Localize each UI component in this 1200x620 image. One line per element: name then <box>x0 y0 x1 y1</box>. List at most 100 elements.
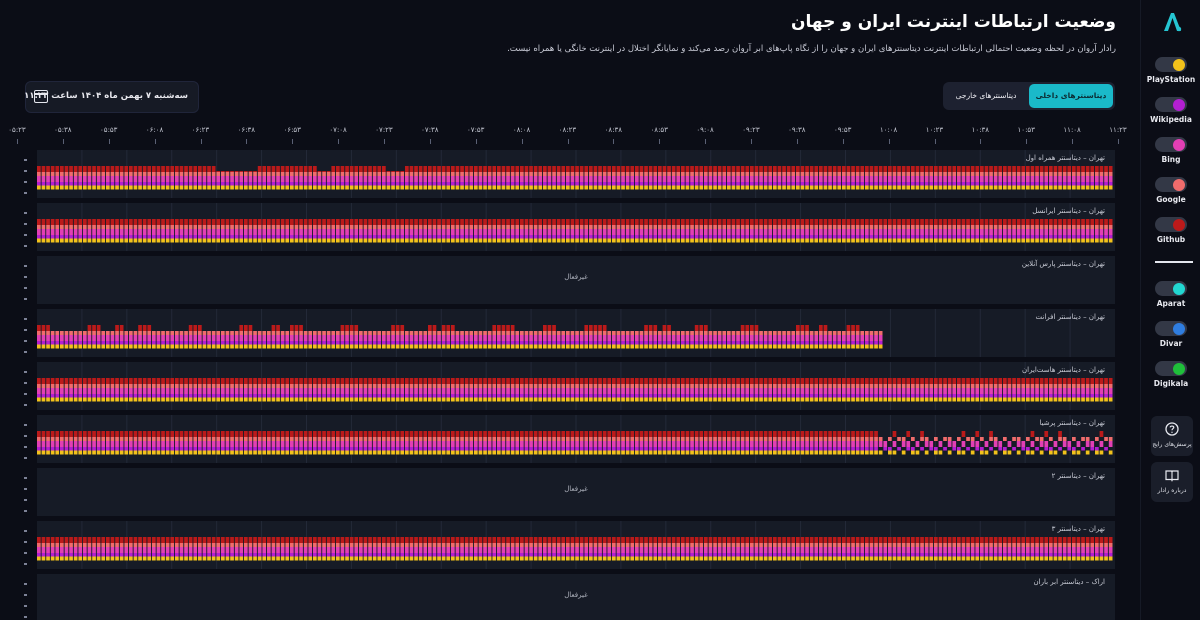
availability-bar <box>846 537 851 561</box>
datacenter-label: تهران – دیتاسنتر ایرانسل <box>1032 207 1105 215</box>
availability-bar <box>648 431 653 455</box>
availability-bar <box>662 378 667 402</box>
availability-bar <box>736 537 740 561</box>
availability-bar <box>313 331 317 349</box>
availability-bar <box>377 431 382 455</box>
availability-bar <box>878 537 883 561</box>
availability-bar <box>1021 378 1026 402</box>
availability-bar <box>184 331 188 349</box>
availability-bar <box>400 431 405 455</box>
service-label: Github <box>1156 235 1186 244</box>
availability-bar <box>152 166 156 190</box>
availability-bar <box>322 431 326 455</box>
availability-bar <box>773 378 777 402</box>
availability-bar <box>1085 537 1090 561</box>
availability-bar <box>993 537 998 561</box>
availability-bar <box>326 378 331 402</box>
availability-bar <box>50 378 55 402</box>
availability-bar <box>860 431 865 455</box>
availability-bar <box>602 431 607 455</box>
availability-bar <box>529 378 533 402</box>
availability-bar <box>115 219 119 243</box>
availability-bar <box>391 171 395 190</box>
toggle-switch[interactable] <box>1155 217 1187 232</box>
availability-bar <box>538 431 543 455</box>
availability-bar <box>957 219 961 243</box>
availability-bar <box>791 537 796 561</box>
availability-bar <box>1081 219 1085 243</box>
availability-bar <box>552 325 556 349</box>
availability-bar <box>165 166 170 190</box>
availability-bar <box>543 219 547 243</box>
availability-bar <box>170 431 175 455</box>
availability-bar <box>441 219 446 243</box>
availability-bar <box>515 166 520 190</box>
availability-bar <box>216 378 221 402</box>
availability-bar <box>1090 166 1095 190</box>
availability-bar <box>713 219 717 243</box>
availability-bar <box>883 441 888 451</box>
availability-bar <box>1104 437 1108 451</box>
availability-bar <box>796 537 800 561</box>
availability-bar <box>556 219 561 243</box>
availability-bar <box>938 537 943 561</box>
availability-bar <box>966 166 970 190</box>
availability-bar <box>524 378 529 402</box>
availability-bar <box>322 171 326 190</box>
availability-bar <box>883 166 888 190</box>
availability-bar <box>1049 378 1053 402</box>
availability-bar <box>648 378 653 402</box>
availability-bar <box>299 378 303 402</box>
time-tick-label: ۰۸:۳۸ <box>604 126 623 134</box>
availability-bar <box>717 537 722 561</box>
availability-bar <box>478 431 483 455</box>
availability-bar <box>253 537 257 561</box>
availability-bar <box>842 378 846 402</box>
availability-bar <box>147 325 152 349</box>
availability-bar <box>635 166 639 190</box>
toggle-switch[interactable] <box>1155 361 1187 376</box>
toggle-switch[interactable] <box>1155 281 1187 296</box>
date-picker[interactable]: سه‌شنبه ۷ بهمن ماه ۱۴۰۴ ساعت ۱۱:۲۳ <box>24 81 199 113</box>
toggle-switch[interactable] <box>1155 137 1187 152</box>
toggle-switch[interactable] <box>1155 177 1187 192</box>
question-icon <box>1165 422 1179 436</box>
availability-bar <box>584 219 589 243</box>
availability-bar <box>809 431 814 455</box>
availability-bar <box>814 537 819 561</box>
availability-bar <box>336 219 340 243</box>
faq-button[interactable]: پرسش‌های رایج <box>1151 416 1193 456</box>
availability-bar <box>1007 441 1012 455</box>
toggle-switch[interactable] <box>1155 97 1187 112</box>
time-axis: ۰۵:۲۳ ۰۵:۳۸ ۰۵:۵۳ ۰۶:۰۸ ۰۶:۲۳ ۰۶:۳۸ ۰۶:۵۳ ۰۷:۰۸… <box>0 126 1140 148</box>
availability-bar <box>842 431 846 455</box>
availability-bar <box>989 431 993 451</box>
availability-bar <box>455 378 460 402</box>
toggle-switch[interactable] <box>1155 321 1187 336</box>
about-radar-button[interactable]: درباره رادار <box>1151 462 1193 502</box>
availability-bar <box>878 378 883 402</box>
availability-bar <box>368 431 372 455</box>
availability-bar <box>837 537 842 561</box>
tab-foreign-datacenters[interactable]: دیتاسنترهای خارجی <box>955 91 1017 100</box>
toggle-switch[interactable] <box>1155 57 1187 72</box>
availability-bar <box>989 219 993 243</box>
availability-bar <box>487 219 492 243</box>
availability-bar <box>336 378 340 402</box>
availability-bar <box>906 219 911 243</box>
availability-bar <box>791 431 796 455</box>
availability-bar <box>1026 219 1030 243</box>
availability-bar <box>630 431 635 455</box>
availability-bar <box>142 378 147 402</box>
availability-bar <box>952 537 957 561</box>
availability-bar <box>207 166 211 190</box>
main-area: وضعیت ارتباطات اینترنت ایران و جهان رادا… <box>0 12 1140 620</box>
availability-bar <box>78 537 83 561</box>
availability-bar <box>395 378 400 402</box>
availability-bar <box>138 378 142 402</box>
availability-bar <box>1067 378 1072 402</box>
tab-domestic-datacenters[interactable]: دیتاسنترهای داخلی <box>1029 84 1113 108</box>
availability-bar <box>754 537 759 561</box>
availability-bar <box>267 219 271 243</box>
availability-bar <box>819 431 823 455</box>
